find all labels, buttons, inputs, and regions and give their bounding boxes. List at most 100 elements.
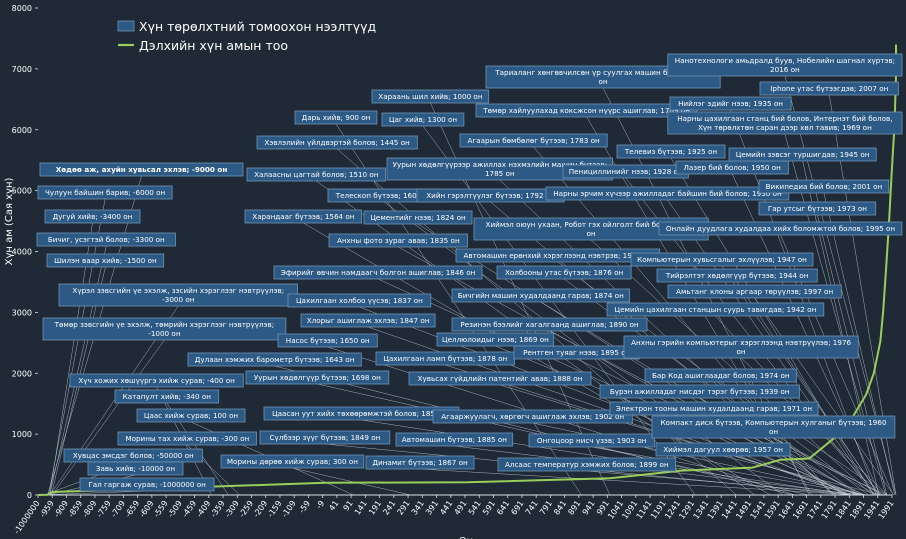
annotation-label: Харандааг бүтээв; 1564 он <box>252 212 355 221</box>
annotation-box <box>294 110 378 125</box>
invention-annotation: Хараань шил хийв; 1000 он <box>371 89 490 104</box>
annotation-label: Хувьсах гүйдлийн патентийг авав; 1888 он <box>418 374 583 383</box>
annotation-label: Компакт диск бүтээв, Компьютерын хулганы… <box>660 418 887 427</box>
invention-annotation: Рентген туяаг нээв; 1895 он <box>513 345 640 360</box>
invention-annotation: Завь хийв; -10000 он <box>87 461 184 476</box>
annotation-label: Анхны гэрийн компьютерыг хэрэглээнд нэвт… <box>631 338 851 347</box>
annotation-box <box>606 302 825 317</box>
invention-annotation: Резинэн бээлийг хагалгаанд ашиглав; 1890… <box>451 317 648 332</box>
annotation-label: Онлайн дуудлага худалдаа хийх боломжтой … <box>666 224 896 233</box>
annotation-label: Хүн төрөлхтөн саран дээр хөл тавив; 1969… <box>698 123 872 132</box>
y-tick-label: 1000 <box>12 430 32 439</box>
annotation-label: Автомашин ерөнхий хэрэглээнд нэвтрэв; 19… <box>463 251 652 260</box>
annotation-label: Дулаан хэмжих барометр бүтээв; 1643 он <box>195 355 355 364</box>
annotation-box <box>187 352 362 367</box>
annotation-label: Компьютерын хувьсгалыг эхлүүлэв; 1947 он <box>637 255 807 264</box>
annotation-box <box>220 454 365 469</box>
annotation-box <box>759 81 899 96</box>
annotation-label: Хлорыг ашиглаж эхлэв; 1847 он <box>307 316 430 325</box>
annotation-label: Хиймэл оюун ухаан, Робот гэх ойлголт бий… <box>486 220 697 229</box>
invention-annotation: Гал гаргаж сурав; -1000000 он <box>79 477 215 492</box>
annotation-label: Википедиа бий болов; 2001 он <box>766 182 883 191</box>
annotation-box <box>758 201 877 216</box>
annotation-label: Нанотехнологи амьдралд буув, Нобелийн ша… <box>675 56 895 65</box>
invention-annotation: Бичиг, усэгтэй болов; -3300 он <box>36 232 176 247</box>
invention-annotation: Агаарын бөмбөлөг бүтээв; 1783 он <box>459 133 608 148</box>
x-tick-label: -659 <box>123 499 141 519</box>
annotation-label: Завь хийв; -10000 он <box>96 464 175 473</box>
annotation-label: Нарны цахилгаан станц бий болов, Интернэ… <box>677 114 892 123</box>
annotation-label: Анхны фото зураг авав; 1835 он <box>337 236 460 245</box>
invention-annotation: Хувьсах гүйдлийн патентийг авав; 1888 он <box>408 371 592 386</box>
x-tick-label: 441 <box>438 499 454 517</box>
annotation-box <box>667 53 903 77</box>
annotation-leader-line <box>274 365 793 496</box>
annotation-box <box>609 401 819 416</box>
annotation-label: Төмөр хайлуулахад коксжсон нүүрс ашиглав… <box>482 106 690 115</box>
annotation-label: Лазер бий болов; 1950 он <box>683 163 781 172</box>
annotation-label: Хиймэл дагуул хөөрөв; 1957 он <box>663 445 783 454</box>
legend-swatch-bar <box>117 20 135 32</box>
annotation-box <box>136 408 246 423</box>
x-tick-label: -459 <box>180 499 198 519</box>
x-tick-label: 941 <box>581 499 597 517</box>
annotation-box <box>365 455 475 470</box>
invention-annotation: Алсаас температур хэмжих болов; 1899 он <box>497 457 677 472</box>
annotation-box <box>658 221 903 236</box>
annotation-label: Цаасан уут хийх төхөөрөмжтэй болов; 1852… <box>272 409 451 418</box>
annotation-label: Хувцас эмсдэг болов; -50000 он <box>73 451 194 460</box>
annotation-label: Хөдөө аж, ахуйн хувьсал эхлэв; -9000 он <box>56 165 228 174</box>
annotation-box <box>46 253 165 268</box>
invention-annotation: Катапулт хийв; -340 он <box>114 389 220 404</box>
annotation-leader-line <box>49 222 93 496</box>
invention-annotation: Дарь хийв; 900 он <box>294 110 378 125</box>
annotation-label: 2016 он <box>770 65 800 74</box>
x-tick-label: 691 <box>509 499 525 517</box>
annotation-label: он <box>769 427 778 436</box>
annotation-label: он <box>599 77 608 86</box>
annotation-label: Телескоп бүтээв; 1608 он <box>335 191 433 200</box>
x-tick-label: 391 <box>424 499 440 517</box>
invention-annotation: Насос бүтээв; 1650 он <box>277 333 378 348</box>
invention-annotation: Хиймэл дагуул хөөрөв; 1957 он <box>655 442 791 457</box>
annotation-leader-line <box>591 446 867 496</box>
x-tick-label: -509 <box>166 499 184 519</box>
annotation-label: Гал гаргаж сурав; -1000000 он <box>88 480 206 489</box>
annotation-label: Амьтанг клоны аргаар төрүүлэв; 1997 он <box>676 287 833 296</box>
annotation-label: Бичиг, усэгтэй болов; -3300 он <box>48 235 165 244</box>
invention-annotation: Тийрэлтэт хөдөлгүүр бүтээв; 1944 он <box>656 268 818 283</box>
annotation-label: он <box>587 229 596 238</box>
annotation-box <box>651 415 896 439</box>
x-tick-label: -359 <box>209 499 227 519</box>
annotation-label: Резинэн бээлийг хагалгаанд ашиглав; 1890… <box>460 320 639 329</box>
annotation-box <box>245 370 390 385</box>
x-tick-label: 641 <box>495 499 511 517</box>
annotation-box <box>395 432 514 447</box>
x-tick-label: -109 <box>280 499 298 519</box>
annotation-label: Рентген туяаг нээв; 1895 он <box>523 348 631 357</box>
annotation-leader-line <box>736 281 879 496</box>
annotation-label: Автомашин бүтээв; 1885 он <box>402 435 507 444</box>
annotation-box <box>300 313 436 328</box>
invention-annotation: Хийн гэрэлтүүлэг бүтээв; 1792 он <box>416 188 565 203</box>
annotation-label: Шилэн ваар хийв; -1500 он <box>54 256 157 265</box>
annotation-leader-line <box>499 384 863 496</box>
x-tick-label: 741 <box>524 499 540 517</box>
annotation-box <box>87 461 184 476</box>
legend-label: Хүн төрөлхтний томоохон нээлтүүд <box>139 19 376 34</box>
annotation-label: Дарь хийв; 900 он <box>302 113 371 122</box>
annotation-label: Хараань шил хийв; 1000 он <box>378 92 483 101</box>
x-tick-label: -409 <box>195 499 213 519</box>
invention-annotation: Цахилгаан холбоо үүсэв; 1837 он <box>287 293 432 308</box>
y-tick-label: 2000 <box>12 369 32 378</box>
x-tick-label: 291 <box>396 499 412 517</box>
annotation-box <box>79 477 215 492</box>
annotation-box <box>497 457 677 472</box>
annotation-box <box>656 268 818 283</box>
annotation-label: Iphone утас бүтээгдэв; 2007 он <box>770 84 888 93</box>
annotation-leader-line <box>335 123 582 496</box>
annotation-leader-line <box>292 467 411 496</box>
annotation-leader-line <box>51 339 165 496</box>
invention-annotation: Лазер бий болов; 1950 он <box>675 160 789 175</box>
